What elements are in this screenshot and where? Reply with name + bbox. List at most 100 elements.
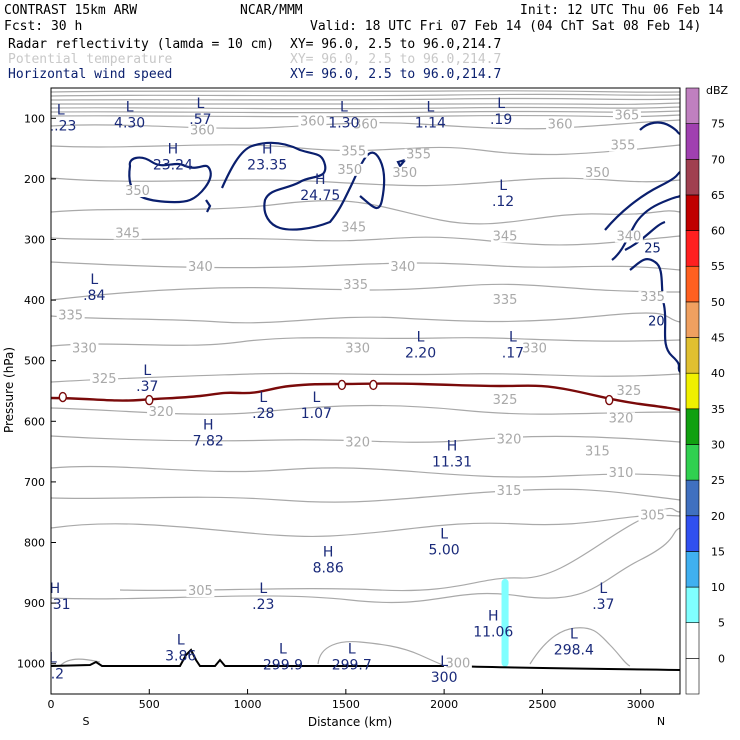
y-tick-label: 400 [24, 294, 45, 307]
extrema-labels: L1.23L4.30L.57L1.30L1.14L.19H23.24H23.35… [39, 96, 614, 686]
extremum-type: L [417, 330, 425, 346]
theta-label-bg [546, 118, 575, 131]
x-tick-label: 0 [48, 698, 55, 711]
colorbar: 0 5 10 15 20 25 30 35 40 45 50 55 60 65 70 75 [685, 87, 725, 695]
wind-speed-contours [128, 121, 680, 373]
x-tick-label: 500 [139, 698, 160, 711]
x-tick-label: 2000 [430, 698, 458, 711]
extremum-value: 1.23 [45, 118, 76, 134]
y-tick-label: 800 [24, 537, 45, 550]
header-model-title: CONTRAST 15km ARW [4, 3, 137, 18]
extremum-value: 1.07 [301, 406, 332, 422]
extremum-value: .28 [252, 406, 274, 422]
extremum-value: .12 [492, 194, 514, 210]
extremum-type: L [348, 642, 356, 658]
theta-contour-label: 340 [616, 230, 641, 245]
extremum-type: H [323, 545, 334, 561]
theta-contour-label: 320 [345, 436, 370, 451]
extremum-type: L [499, 178, 507, 194]
extremum-type: L [259, 390, 267, 406]
field-xy-theta: XY= 96.0, 2.5 to 96.0,214.7 [290, 52, 501, 67]
extremum-type: L [196, 96, 204, 112]
extremum-type: L [259, 581, 267, 597]
zero-dbz-labels [58, 379, 614, 406]
colorbar-swatch [685, 658, 700, 695]
colorbar-tick-label: 60 [711, 225, 725, 238]
extremum-type: H [203, 417, 214, 433]
theta-contour-label: 345 [115, 226, 140, 241]
extremum-value: .23 [252, 597, 274, 613]
theta-label-bg [607, 412, 636, 425]
extremum-type: L [126, 99, 134, 115]
field-xy-reflectivity: XY= 96.0, 2.5 to 96.0,214.7 [290, 37, 501, 52]
theta-label-bg [520, 342, 549, 355]
theta-label-bg [339, 145, 368, 158]
wind-speed-contour-label: 25 [644, 242, 661, 257]
theta-label-bg [298, 115, 327, 128]
y-tick-label: 100 [24, 112, 45, 125]
x-axis-label: Distance (km) [308, 715, 392, 729]
extremum-value: 1.2 [42, 667, 64, 683]
theta-contour-label: 360 [190, 123, 215, 138]
extremum-type: H [447, 439, 458, 455]
extremum-value: 7.82 [193, 433, 224, 449]
plot-frame [50, 87, 681, 695]
theta-contour-label: 360 [548, 117, 573, 132]
theta-contour-label: 335 [640, 290, 665, 305]
theta-label-bg [404, 148, 433, 161]
extremum-type: L [312, 390, 320, 406]
theta-contour-label: 330 [72, 342, 97, 357]
colorbar-swatch [685, 551, 700, 588]
y-tick-label: 600 [24, 415, 45, 428]
colorbar-swatch [685, 87, 700, 124]
extremum-value: 24.75 [300, 188, 340, 204]
x-tick-label: 3000 [627, 698, 655, 711]
colorbar-swatch [685, 158, 700, 196]
theta-label-bg [186, 585, 215, 598]
extremum-value: 4.30 [114, 115, 145, 131]
colorbar-tick-label: 5 [718, 617, 725, 630]
colorbar-tick-label: 75 [711, 118, 725, 131]
extremum-value: 8.86 [313, 561, 344, 577]
theta-contour-label: 335 [58, 308, 83, 323]
extremum-type: H [50, 581, 61, 597]
extremum-type: L [570, 626, 578, 642]
theta-label-bg [583, 166, 612, 179]
theta-contour-label: 355 [341, 145, 366, 160]
theta-contour-label: 345 [493, 230, 518, 245]
theta-contour-label: 330 [522, 342, 547, 357]
extremum-type: L [509, 330, 517, 346]
field-name-theta: Potential temperature [8, 52, 173, 67]
theta-contour-label: 350 [125, 184, 150, 199]
colorbar-tick-label: 70 [711, 153, 725, 166]
colorbar-swatch [685, 372, 700, 410]
colorbar-tick-label: 30 [711, 438, 725, 451]
x-tick-label: 2500 [528, 698, 556, 711]
colorbar-tick-label: 65 [711, 189, 725, 202]
colorbar-swatch [685, 337, 700, 374]
theta-label-bg [335, 163, 364, 176]
extremum-value: 5.31 [39, 597, 70, 613]
theta-label-bg [638, 509, 667, 522]
colorbar-swatch [685, 586, 700, 624]
zero-dbz-label [58, 391, 67, 403]
extremum-type: L [90, 272, 98, 288]
theta-contour-label: 360 [353, 117, 378, 132]
extremum-type: L [279, 642, 287, 658]
x-tick-label: 1000 [234, 698, 262, 711]
theta-label-bg [113, 227, 142, 240]
theta-contour-label: 335 [343, 278, 368, 293]
extremum-type: L [49, 651, 57, 667]
theta-contour-label: 330 [345, 342, 370, 357]
theta-label-bg [614, 230, 643, 243]
field-name-wind: Horizontal wind speed [8, 67, 172, 82]
colorbar-unit: dBZ [706, 84, 729, 97]
theta-label-bg [188, 124, 217, 137]
extremum-value: 23.35 [247, 158, 287, 174]
extremum-value: 11.06 [473, 624, 513, 640]
theta-contour-label: 350 [392, 166, 417, 181]
extremum-type: H [262, 142, 273, 158]
colorbar-tick-label: 40 [711, 367, 725, 380]
theta-contour-label: 355 [611, 139, 636, 154]
